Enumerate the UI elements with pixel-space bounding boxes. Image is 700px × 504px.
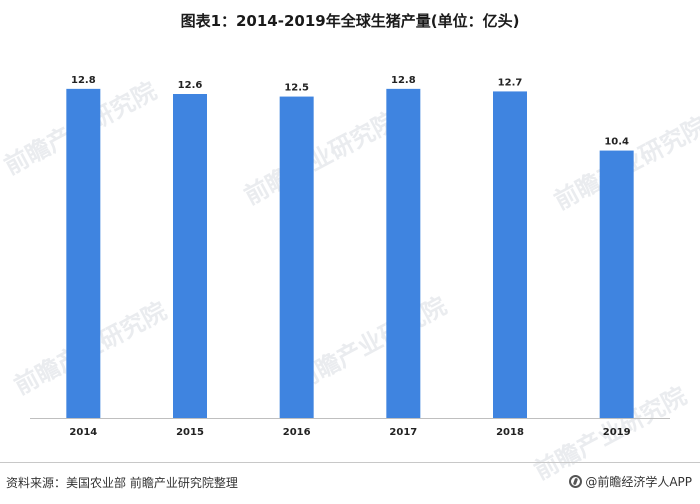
data-label-2016: 12.5 (284, 83, 309, 94)
x-tick-label-2017: 2017 (389, 427, 417, 438)
bars-group (66, 88, 634, 419)
x-tick-label-2019: 2019 (603, 427, 631, 438)
x-tick-label-2015: 2015 (176, 427, 204, 438)
x-tick-label-2018: 2018 (496, 427, 524, 438)
footer: 资料来源：美国农业部 前瞻产业研究院整理 @前瞻经济学人APP (0, 462, 700, 500)
bar-2016 (279, 96, 314, 419)
bar-2015 (173, 94, 207, 418)
brand-credit: @前瞻经济学人APP (569, 473, 692, 490)
watermark-layer: 前瞻产业研究院前瞻产业研究院前瞻产业研究院前瞻产业研究院前瞻产业研究院前瞻产业研… (0, 77, 700, 486)
bar-2014 (66, 88, 101, 418)
bar-2017 (386, 88, 421, 418)
data-label-2017: 12.8 (391, 75, 416, 86)
footer-divider (0, 462, 700, 463)
x-tick-label-2014: 2014 (69, 427, 97, 438)
bar-2019 (599, 150, 634, 419)
brand-logo-icon (569, 475, 583, 488)
data-label-2018: 12.7 (498, 77, 523, 88)
chart-title: 图表1：2014-2019年全球生猪产量(单位：亿头) (180, 12, 520, 30)
watermark-text: 前瞻产业研究院 (290, 292, 451, 396)
data-labels-group: 12.8 12.6 12.5 12.8 12.7 10.4 (71, 75, 629, 148)
data-label-2019: 10.4 (604, 137, 629, 148)
watermark-text: 前瞻产业研究院 (240, 107, 401, 211)
brand-text: @前瞻经济学人APP (585, 475, 692, 489)
source-note: 资料来源：美国农业部 前瞻产业研究院整理 (6, 476, 238, 490)
data-label-2014: 12.8 (71, 75, 96, 86)
data-label-2015: 12.6 (178, 80, 203, 91)
bar-2018 (493, 91, 527, 418)
x-tick-labels-group: 2014 2015 2016 2017 2018 2019 (69, 427, 630, 438)
x-tick-label-2016: 2016 (283, 427, 311, 438)
